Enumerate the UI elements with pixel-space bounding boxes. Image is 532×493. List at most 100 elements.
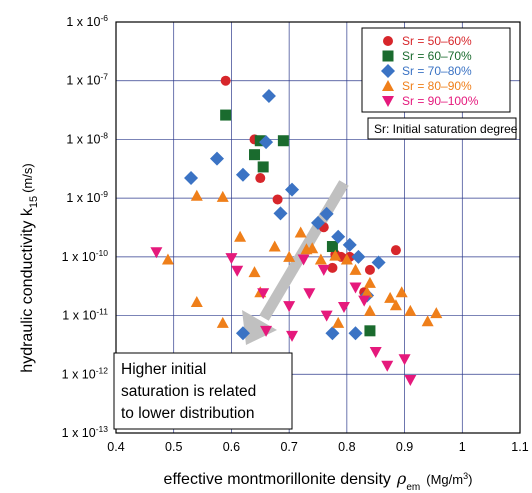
x-axis-label-unit: (Mg/m [426, 472, 463, 487]
data-point-circle [327, 262, 338, 273]
data-point-square [220, 109, 232, 121]
data-point-diamond [259, 135, 274, 150]
data-point-triangle-down [358, 295, 371, 307]
data-point-triangle-up [349, 263, 362, 275]
data-point-diamond [311, 215, 325, 230]
data-point-triangle-up [161, 253, 174, 265]
data-point-triangle-up [404, 304, 417, 316]
x-axis-label-symbol-sub: em [406, 482, 420, 493]
y-tick-base: 1 x 10 [62, 367, 96, 381]
data-point-triangle-up [340, 253, 353, 265]
legend-marker-diamond [381, 64, 395, 78]
y-tick-label: 1 x 10-11 [62, 307, 108, 323]
data-point-triangle-up [216, 190, 229, 202]
data-point-circle [364, 264, 375, 275]
data-point-circle [272, 194, 283, 205]
x-tick-label: 0.5 [165, 440, 182, 454]
data-point-diamond [331, 229, 346, 244]
y-tick-label: 1 x 10-6 [66, 13, 108, 29]
note-box-frame [367, 117, 517, 140]
x-axis-label-symbol: ρ [396, 469, 407, 488]
data-point-diamond [342, 237, 357, 252]
data-point-triangle-down [283, 301, 296, 313]
data-point-diamond [371, 255, 386, 270]
legend-marker-square [382, 50, 394, 62]
data-point-triangle-down [303, 288, 316, 300]
data-point-triangle-up [190, 189, 203, 201]
x-tick-label: 0.9 [396, 440, 413, 454]
data-point-diamond [210, 151, 224, 166]
y-tick-base: 1 x 10 [62, 250, 96, 264]
y-tick-exponent: -7 [100, 72, 108, 82]
data-point-diamond [235, 326, 250, 341]
data-point-triangle-up [363, 276, 376, 288]
data-point-diamond [351, 249, 366, 264]
data-point-triangle-up [216, 316, 229, 328]
y-tick-exponent: -12 [96, 365, 109, 375]
data-point-triangle-up [268, 240, 281, 252]
legend-label: Sr = 70–80% [402, 64, 472, 78]
y-tick-label: 1 x 10-8 [66, 130, 108, 146]
x-tick-label: 0.6 [223, 440, 240, 454]
data-point-diamond [184, 171, 199, 186]
y-tick-label: 1 x 10-7 [66, 72, 108, 88]
data-point-triangle-down [260, 325, 273, 337]
y-tick-exponent: -9 [100, 189, 108, 199]
data-point-triangle-up [395, 286, 408, 298]
annotation-box: Higher initial saturation is related to … [113, 352, 293, 430]
y-tick-base: 1 x 10 [66, 132, 100, 146]
data-point-triangle-up [190, 296, 203, 308]
data-point-triangle-up [234, 230, 247, 242]
x-tick-label: 0.8 [338, 440, 355, 454]
data-point-triangle-up [283, 250, 296, 262]
x-tick-label: 0.4 [107, 440, 124, 454]
data-point-triangle-up [332, 316, 345, 328]
y-tick-exponent: -10 [96, 248, 109, 258]
legend-marker-circle [383, 36, 393, 46]
legend-label: Sr = 90–100% [402, 94, 479, 108]
data-point-triangle-up [329, 249, 342, 261]
data-point-triangle-down [317, 264, 330, 276]
data-point-triangle-down [381, 360, 394, 372]
x-axis-label-unit-sup: 3 [463, 471, 468, 481]
data-point-triangle-down [369, 346, 382, 358]
y-tick-base: 1 x 10 [66, 74, 100, 88]
data-point-triangle-up [306, 242, 319, 254]
data-point-square [277, 135, 289, 147]
data-point-triangle-down [150, 247, 163, 259]
legend-label: Sr = 50–60% [402, 34, 472, 48]
data-point-square [254, 135, 266, 147]
data-point-circle [390, 245, 401, 256]
x-axis-label-unit-close: ) [468, 472, 472, 487]
data-point-triangle-up [421, 315, 434, 327]
y-tick-exponent: -8 [100, 130, 108, 140]
data-point-triangle-down [286, 330, 299, 342]
data-point-diamond [273, 206, 288, 221]
y-axis-label-sub: 15 [28, 196, 40, 208]
y-tick-exponent: -6 [100, 13, 108, 23]
data-points [150, 75, 443, 386]
trend-arrow-head [242, 310, 277, 345]
y-tick-exponent: -11 [96, 307, 108, 317]
x-axis-label-text: effective montmorillonite density [164, 471, 391, 488]
annotation-frame [113, 352, 293, 430]
data-point-triangle-up [361, 286, 374, 298]
y-tick-label: 1 x 10-10 [62, 248, 109, 264]
legend-marker-triangle-down [382, 96, 394, 107]
y-tick-label: 1 x 10-13 [62, 424, 109, 440]
annotation-line-1: Higher initial [121, 361, 206, 378]
x-tick-label: 0.7 [280, 440, 297, 454]
data-point-triangle-up [294, 226, 307, 238]
annotation-line-3: to lower distribution [121, 405, 255, 422]
plot-frame [115, 21, 521, 434]
x-tick-label: 1 [459, 440, 466, 454]
y-tick-base: 1 x 10 [62, 426, 96, 440]
data-point-diamond [261, 88, 276, 103]
trend-arrow [242, 180, 349, 345]
data-point-square [257, 161, 269, 173]
y-tick-label: 1 x 10-12 [62, 365, 109, 381]
data-point-triangle-down [297, 254, 310, 266]
data-point-diamond [235, 167, 250, 182]
data-point-diamond [285, 182, 300, 197]
y-axis-label-text: hydraulic conductivity k [19, 207, 36, 373]
